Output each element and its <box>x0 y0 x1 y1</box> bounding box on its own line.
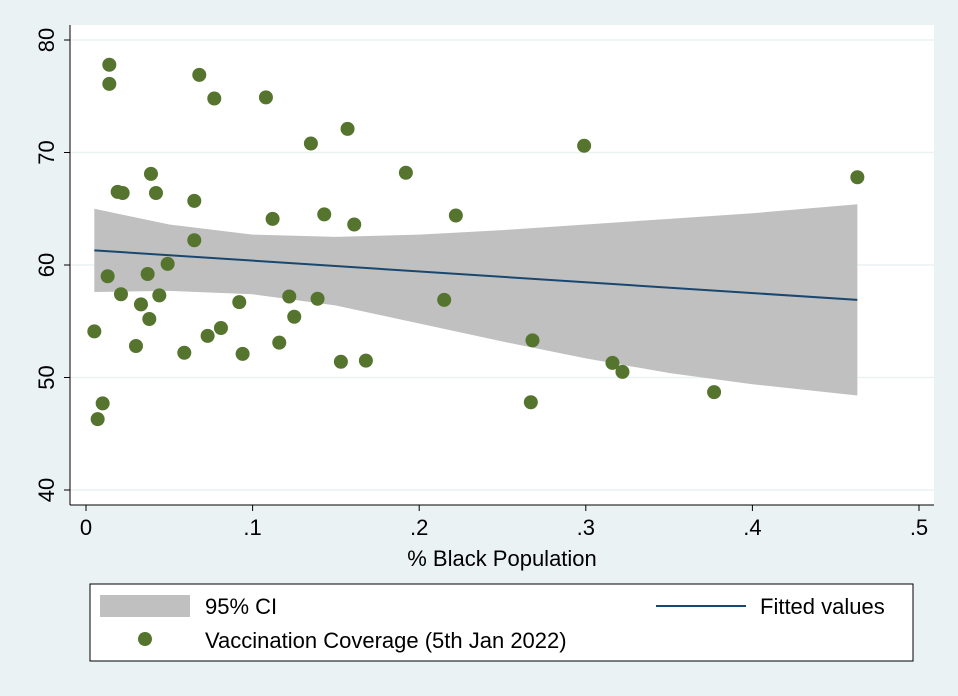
data-point <box>317 207 332 222</box>
ci-band-layer <box>94 204 858 396</box>
data-point <box>282 289 297 304</box>
legend-ci-label: 95% CI <box>205 594 277 619</box>
x-tick-label: 0 <box>80 515 92 540</box>
legend-scatter-label: Vaccination Coverage (5th Jan 2022) <box>205 628 567 653</box>
data-point <box>90 412 105 427</box>
x-tick-label: .4 <box>743 515 761 540</box>
data-point <box>605 355 620 370</box>
data-point <box>115 186 130 200</box>
y-tick-label: 70 <box>34 140 59 164</box>
y-tick-label: 40 <box>34 478 59 502</box>
legend-ci-swatch <box>100 595 190 617</box>
data-point <box>615 364 630 379</box>
data-point <box>100 269 115 284</box>
data-point <box>102 76 117 91</box>
data-point <box>87 324 102 339</box>
data-point <box>187 233 202 248</box>
data-point <box>272 335 287 350</box>
x-tick-label: .1 <box>243 515 261 540</box>
data-point <box>128 339 143 353</box>
x-tick-label: .3 <box>577 515 595 540</box>
data-point <box>287 309 302 324</box>
data-point <box>333 354 348 369</box>
data-point <box>265 211 280 226</box>
data-point <box>207 91 222 106</box>
data-point <box>133 297 148 312</box>
data-point <box>310 291 325 306</box>
data-point <box>850 170 865 185</box>
data-point <box>177 345 192 360</box>
data-point <box>187 193 202 208</box>
data-point <box>148 186 163 200</box>
data-point <box>347 217 362 232</box>
data-point <box>577 138 592 153</box>
data-point <box>525 333 540 348</box>
data-point <box>340 121 355 136</box>
data-point <box>448 208 463 223</box>
fit-line-layer <box>94 249 858 301</box>
legend-fit-label: Fitted values <box>760 594 885 619</box>
legend-box <box>89 583 914 662</box>
data-point <box>707 385 722 400</box>
data-point <box>398 165 413 180</box>
data-point <box>437 292 452 307</box>
data-point <box>152 288 167 303</box>
data-point <box>523 395 538 410</box>
data-point <box>358 353 373 368</box>
data-point <box>160 256 175 271</box>
y-tick-label: 60 <box>34 253 59 277</box>
data-point <box>142 312 157 326</box>
axes: 40 50 60 70 80 0 .1 .2 .3 .4 .5 <box>34 25 934 540</box>
y-tick-label: 80 <box>34 28 59 52</box>
data-point <box>192 67 207 82</box>
legend: 95% CI Fitted values Vaccination Coverag… <box>89 583 914 662</box>
scatter-points <box>87 57 865 427</box>
x-axis-title: % Black Population <box>407 546 597 571</box>
x-tick-label: .5 <box>910 515 928 540</box>
data-point <box>303 136 318 151</box>
data-point <box>113 287 128 302</box>
legend-scatter-marker <box>138 632 152 646</box>
data-point <box>232 295 247 310</box>
y-tick-label: 50 <box>34 365 59 389</box>
data-point <box>258 90 273 105</box>
data-point <box>140 267 155 281</box>
data-point <box>200 328 215 343</box>
data-point <box>143 166 158 181</box>
data-point <box>102 57 117 72</box>
data-point <box>213 321 228 335</box>
data-point <box>235 346 250 361</box>
ci-band <box>94 204 858 396</box>
x-tick-label: .2 <box>410 515 428 540</box>
fitted-line <box>94 249 858 301</box>
data-point <box>95 396 110 411</box>
